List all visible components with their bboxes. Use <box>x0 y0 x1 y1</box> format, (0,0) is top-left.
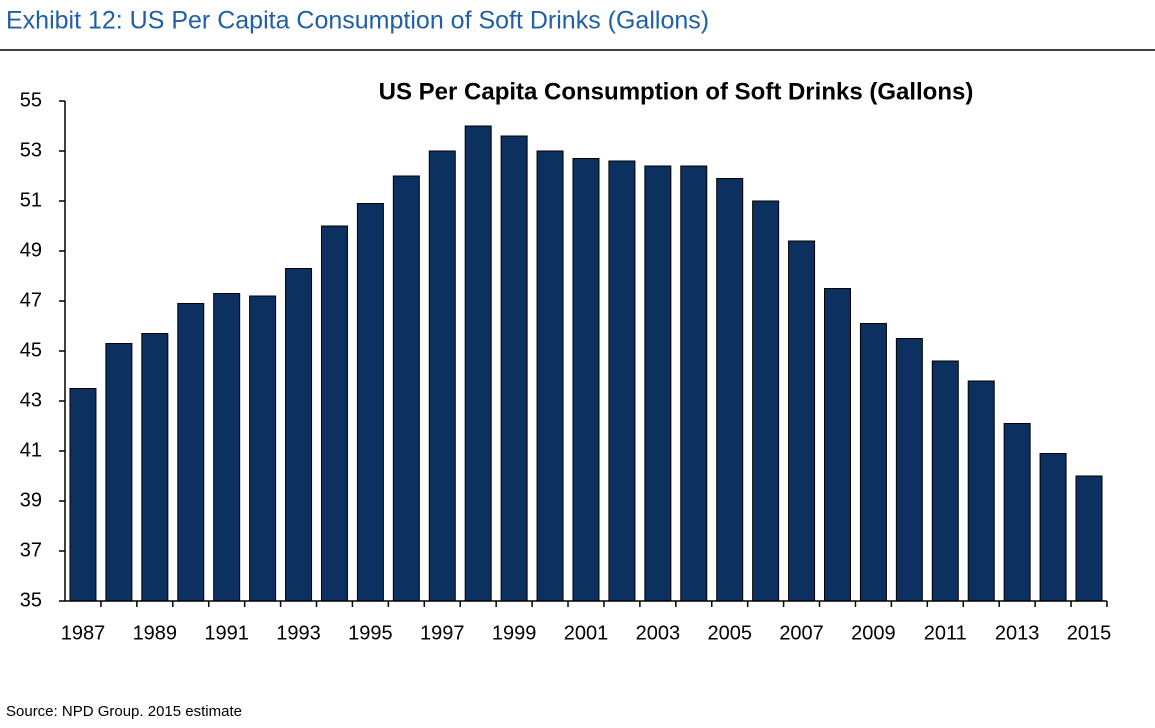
bar <box>141 333 169 602</box>
bar <box>320 225 348 602</box>
bar <box>859 323 887 602</box>
x-tick-label: 2007 <box>779 622 824 644</box>
x-tick-label: 2003 <box>636 622 681 644</box>
bar <box>931 360 959 602</box>
bar <box>249 295 277 602</box>
y-tick-label: 39 <box>20 489 42 511</box>
bar <box>967 380 995 602</box>
y-tick-label: 53 <box>20 139 42 161</box>
chart-title: US Per Capita Consumption of Soft Drinks… <box>379 78 974 105</box>
bar <box>177 303 205 602</box>
bar <box>285 268 313 602</box>
bar <box>428 150 456 602</box>
bar <box>392 175 420 602</box>
exhibit-title: Exhibit 12: US Per Capita Consumption of… <box>6 7 709 35</box>
source: Source: NPD Group. 2015 estimate <box>6 703 242 720</box>
bar <box>823 288 851 602</box>
y-tick-label: 35 <box>20 589 42 611</box>
bar <box>213 293 241 602</box>
x-tick-label: 1997 <box>420 622 465 644</box>
bar <box>572 158 600 602</box>
bar <box>464 125 492 602</box>
bar <box>1075 475 1103 602</box>
bar <box>895 338 923 602</box>
x-tick-label: 2009 <box>851 622 896 644</box>
bar <box>608 160 636 602</box>
bar <box>1039 453 1067 602</box>
bar <box>752 200 780 602</box>
x-tick-label: 1999 <box>492 622 537 644</box>
x-tick-label: 2011 <box>924 622 967 644</box>
y-tick-label: 55 <box>20 89 42 111</box>
y-tick-label: 45 <box>20 339 42 361</box>
x-tick-label: 1991 <box>204 622 249 644</box>
y-tick-label: 43 <box>20 389 42 411</box>
x-tick-label: 1993 <box>276 622 321 644</box>
bar <box>69 388 97 602</box>
y-tick-label: 51 <box>20 189 42 211</box>
bar <box>1003 423 1031 602</box>
x-tick-label: 2015 <box>1067 622 1112 644</box>
x-tick-label: 2001 <box>564 622 609 644</box>
bar <box>644 165 672 602</box>
bar <box>356 203 384 602</box>
bar <box>788 240 816 602</box>
bar <box>500 135 528 602</box>
y-tick-label: 49 <box>20 239 42 261</box>
x-tick-label: 2013 <box>995 622 1040 644</box>
bar <box>716 178 744 602</box>
y-tick-label: 37 <box>20 539 42 561</box>
x-tick-label: 1995 <box>348 622 393 644</box>
x-tick-label: 1987 <box>61 622 106 644</box>
bar <box>536 150 564 602</box>
bar <box>680 165 708 602</box>
y-tick-label: 41 <box>20 439 42 461</box>
x-tick-label: 1989 <box>133 622 178 644</box>
y-tick-label: 47 <box>20 289 42 311</box>
x-tick-label: 2005 <box>707 622 752 644</box>
bar <box>105 343 133 602</box>
